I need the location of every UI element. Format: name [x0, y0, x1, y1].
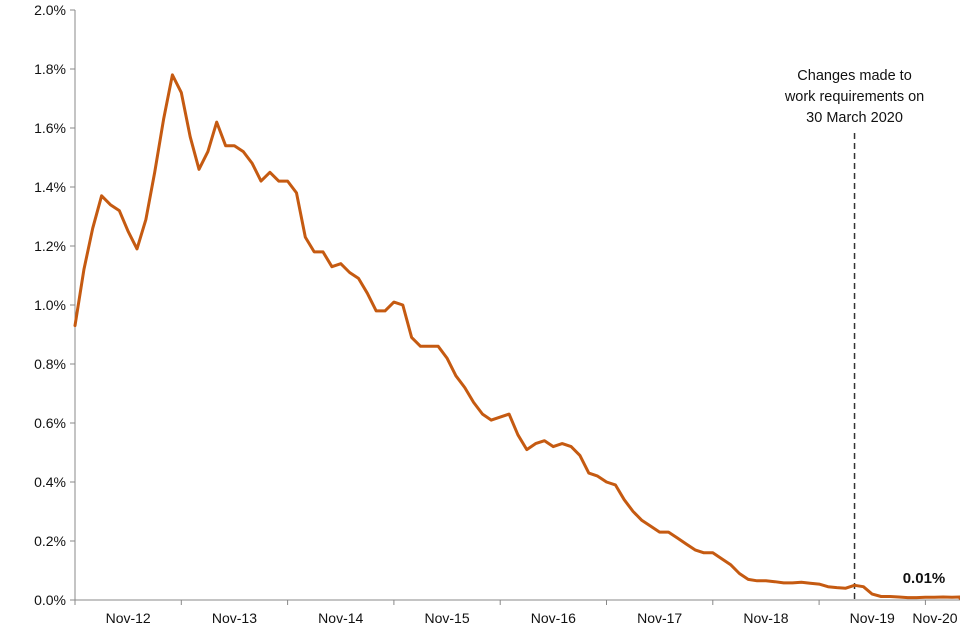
y-tick-label: 1.6%	[34, 120, 66, 136]
annotation-text-line: work requirements on	[784, 89, 924, 105]
y-tick-label: 0.8%	[34, 356, 66, 372]
x-tick-label: Nov-20	[912, 610, 957, 626]
x-tick-label: Nov-13	[212, 610, 257, 626]
y-tick-label: 1.0%	[34, 297, 66, 313]
y-tick-label: 0.0%	[34, 592, 66, 608]
x-tick-label: Nov-12	[106, 610, 151, 626]
y-tick-label: 2.0%	[34, 2, 66, 18]
y-tick-label: 0.6%	[34, 415, 66, 431]
x-tick-label: Nov-16	[531, 610, 576, 626]
y-tick-label: 1.2%	[34, 238, 66, 254]
x-tick-label: Nov-18	[743, 610, 788, 626]
series-line	[73, 73, 960, 600]
annotation-text-line: Changes made to	[797, 68, 911, 84]
annotation-text: Changes made to work requirements on 30 Ma…	[784, 68, 924, 126]
x-tick-label: Nov-14	[318, 610, 363, 626]
x-axis-ticks: Nov-12 Nov-13 Nov-14 Nov-15 Nov-16 Nov-17 Nov-…	[74, 600, 958, 626]
y-tick-label: 0.4%	[34, 474, 66, 490]
y-tick-label: 1.8%	[34, 61, 66, 77]
y-axis-ticks: 0.0% 0.2% 0.4% 0.6% 0.8% 1.0% 1.2% 1.4% 1.6% 1.8%…	[34, 2, 75, 608]
x-tick-label: Nov-15	[424, 610, 469, 626]
annotation-text-line: 30 March 2020	[806, 110, 903, 126]
x-tick-label: Nov-17	[637, 610, 682, 626]
y-tick-label: 0.2%	[34, 533, 66, 549]
end-value-label: 0.01%	[903, 570, 946, 587]
y-tick-label: 1.4%	[34, 179, 66, 195]
x-tick-label: Nov-19	[850, 610, 895, 626]
